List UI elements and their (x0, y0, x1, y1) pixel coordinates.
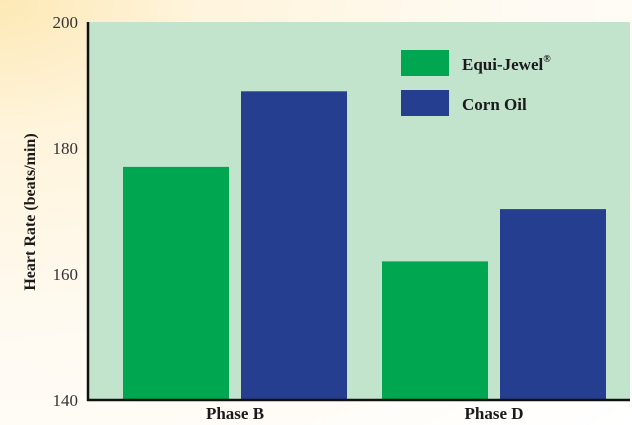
y-axis: 140 160 180 200 (53, 13, 79, 410)
bar-corn-oil-phase-d (500, 209, 606, 400)
legend-series-name: Corn Oil (462, 95, 527, 114)
y-tick-label: 140 (53, 391, 79, 410)
bars-group (123, 91, 606, 401)
legend-series-name: Equi-Jewel (462, 55, 544, 74)
legend-swatch-corn-oil (401, 90, 449, 116)
bar-equi-jewel-phase-d (382, 261, 488, 400)
x-tick-label: Phase D (464, 404, 523, 423)
legend-label-equi-jewel: Equi-Jewel® (462, 54, 551, 74)
bar-corn-oil-phase-b (241, 91, 347, 401)
y-tick-label: 200 (53, 13, 79, 32)
legend-swatch-equi-jewel (401, 50, 449, 76)
bar-equi-jewel-phase-b (123, 166, 229, 400)
x-axis: Phase B Phase D (206, 404, 524, 423)
y-tick-label: 160 (53, 265, 79, 284)
y-tick-label: 180 (53, 139, 79, 158)
registered-mark: ® (543, 54, 551, 65)
y-axis-title: Heart Rate (beats/min) (22, 133, 39, 290)
legend-label-corn-oil: Corn Oil (462, 95, 527, 114)
x-tick-label: Phase B (206, 404, 264, 423)
legend: Equi-Jewel® Corn Oil (401, 50, 551, 116)
